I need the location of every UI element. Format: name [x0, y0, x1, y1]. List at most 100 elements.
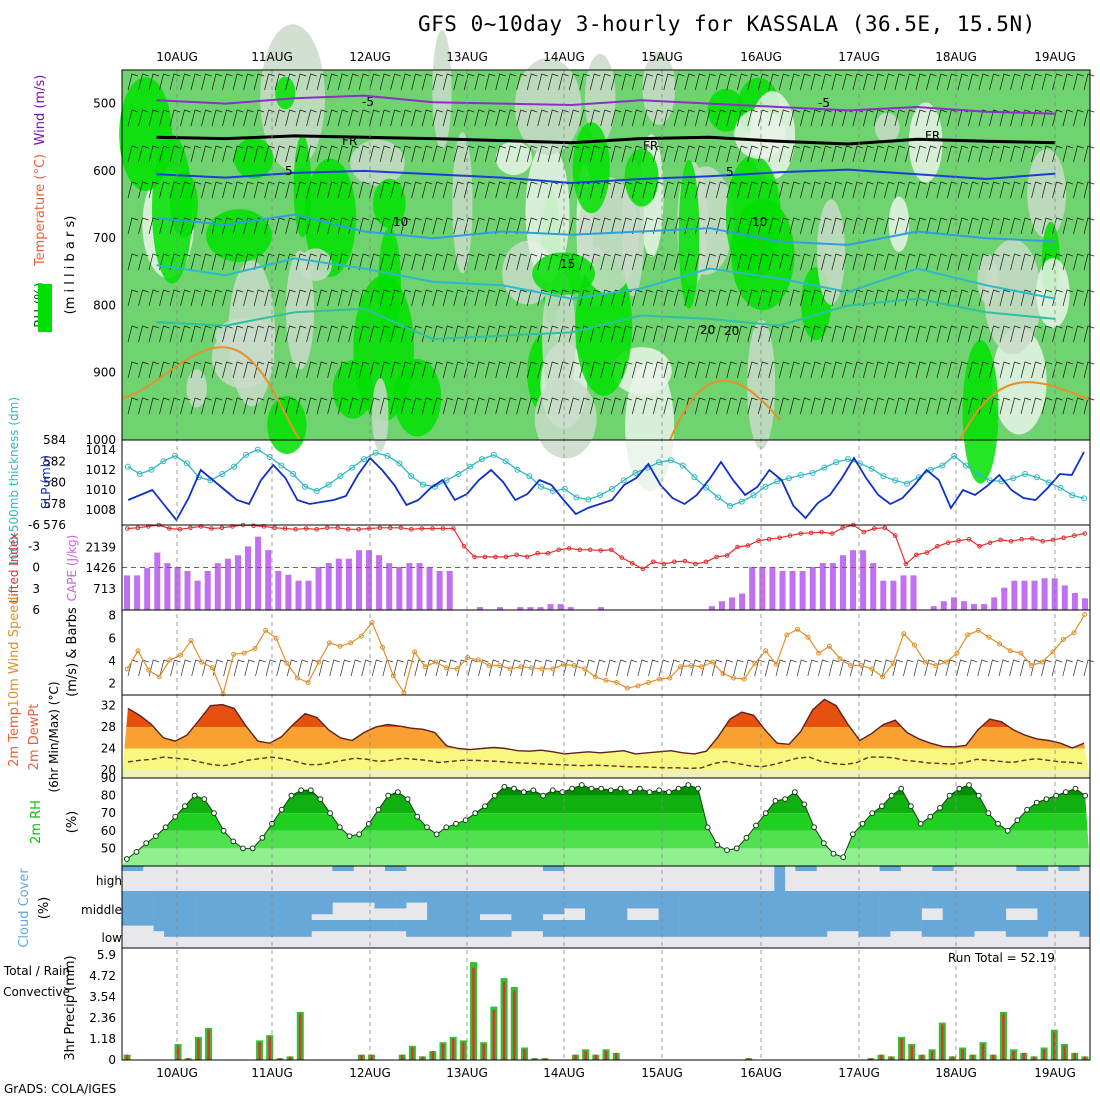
- li-point: [251, 523, 256, 529]
- precip-convective-bar: [615, 1052, 618, 1060]
- wind-barb: [306, 145, 317, 163]
- surface-wind-barb: [212, 659, 224, 677]
- wind-barb: [905, 253, 916, 271]
- wind-barb: [778, 397, 790, 415]
- cloud-high-bar: [1026, 866, 1038, 871]
- wind-barb: [369, 217, 380, 235]
- li-point: [935, 544, 940, 549]
- cloud-high-bar: [1058, 866, 1070, 871]
- rh-band: [122, 830, 1090, 849]
- wind-speed-point: [603, 677, 609, 683]
- wind-barb: [1020, 253, 1032, 271]
- thickness-point: [396, 460, 403, 467]
- wind-barb: [316, 325, 328, 343]
- wind-barb: [1020, 109, 1032, 127]
- cloud-middle-bar: [385, 891, 396, 909]
- wind-barb: [159, 181, 170, 199]
- wind-barb: [253, 73, 265, 91]
- wind-barb: [306, 397, 317, 415]
- wind-barb: [936, 109, 948, 127]
- cloud-low-bar: [953, 920, 964, 937]
- wind-speed-point: [443, 665, 449, 671]
- cape-bar: [174, 566, 181, 610]
- precip-convective-bar: [910, 1045, 913, 1060]
- wind-barb: [379, 361, 391, 379]
- wind-speed-point: [571, 663, 577, 668]
- cloud-middle-bar: [279, 891, 291, 920]
- thickness-point: [219, 471, 226, 477]
- wind-barb: [274, 181, 286, 199]
- wind-barb: [442, 253, 454, 271]
- wind-barb: [915, 361, 927, 379]
- wind-barb: [411, 145, 422, 163]
- cloud-middle-bar: [1005, 891, 1017, 909]
- wind-speed-point: [220, 691, 226, 697]
- rh-point: [346, 833, 353, 839]
- thickness-point: [490, 451, 497, 458]
- cloud-low-bar: [711, 920, 722, 937]
- temp-tick: 24: [101, 742, 116, 756]
- cloud-middle-bar: [553, 891, 565, 915]
- wind-barb: [905, 181, 916, 199]
- wind-barb: [978, 145, 990, 163]
- footer-credit: GrADS: COLA/IGES: [4, 1082, 117, 1096]
- rh-blob: [206, 209, 272, 262]
- wind-barb: [873, 361, 885, 379]
- isotherm-20: [156, 297, 1056, 341]
- thickness-tick: 584: [43, 433, 66, 447]
- wind-barb: [432, 181, 443, 199]
- day-label-top: 13AUG: [446, 50, 488, 64]
- contour-label: 15: [560, 257, 575, 271]
- cloud-high-bar: [942, 866, 954, 871]
- wind-barb: [474, 145, 485, 163]
- thickness-point: [1010, 475, 1017, 482]
- precip-convective-bar: [961, 1049, 964, 1060]
- wind-barb: [516, 289, 527, 307]
- precip-convective-bar: [533, 1058, 536, 1060]
- wind-speed-point: [263, 627, 269, 633]
- wind-barb: [568, 73, 580, 91]
- thickness-point: [585, 496, 592, 503]
- thickness-point: [1081, 495, 1088, 502]
- cape-bar: [184, 571, 191, 610]
- cape-bar: [517, 607, 524, 610]
- wind-barb: [243, 253, 254, 271]
- rh-blob: [725, 155, 781, 279]
- wind-barb: [558, 361, 569, 379]
- wind-barb: [673, 253, 685, 271]
- wind-barb: [327, 217, 338, 235]
- wind-barb: [831, 325, 843, 343]
- wind-barb: [968, 361, 979, 379]
- rh-blob: [275, 76, 296, 110]
- wind-barb: [516, 109, 527, 127]
- wind-barb: [831, 145, 843, 163]
- cloud-high-bar: [542, 866, 554, 871]
- wind-barb: [222, 73, 233, 91]
- wind-barb: [1010, 325, 1021, 343]
- surface-wind-barb: [520, 659, 532, 677]
- cloud-high-bar: [385, 866, 396, 871]
- wind-speed-point: [986, 634, 992, 640]
- surface-wind-barb: [903, 659, 914, 677]
- cloud-middle-bar: [216, 891, 228, 920]
- ylabel-2m-temp: 2m Temp: [7, 707, 22, 767]
- thickness-point: [762, 483, 769, 490]
- cloud-middle-bar: [753, 891, 765, 920]
- wind-speed-point: [901, 631, 907, 637]
- wind-barb: [705, 325, 716, 343]
- wind-barb: [915, 217, 927, 235]
- rh-point: [317, 796, 324, 802]
- wind-barb: [127, 289, 139, 307]
- precip-convective-bar: [360, 1054, 363, 1060]
- cape-tick: 1426: [85, 561, 116, 575]
- rh-point: [443, 824, 450, 831]
- cloud-low-bar: [816, 920, 828, 937]
- rh-blob: [394, 359, 442, 437]
- wind-speed-point: [412, 649, 417, 655]
- wind-barb: [589, 397, 601, 415]
- cloud-low-bar: [890, 920, 901, 932]
- cape-bar: [345, 558, 352, 610]
- cloud-low-bar: [143, 920, 154, 926]
- wind-barb: [180, 181, 191, 199]
- wind-barb: [358, 109, 370, 127]
